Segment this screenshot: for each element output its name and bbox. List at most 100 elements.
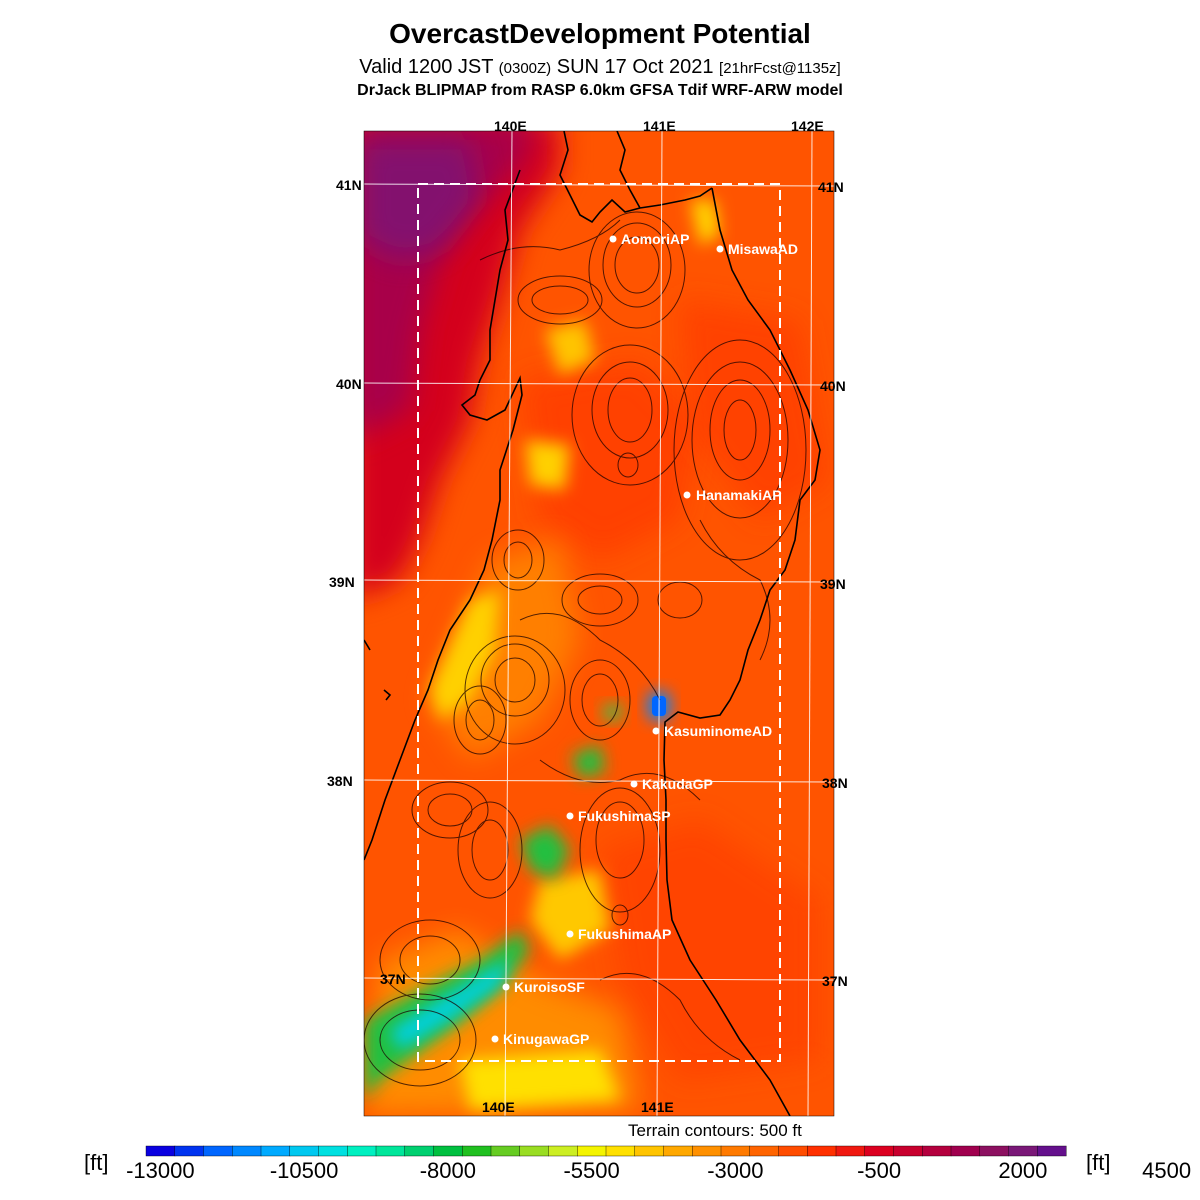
yellow-patch-akita: [525, 440, 570, 490]
lat-label-right-38: 38N: [822, 775, 848, 791]
colorbar-swatch: [893, 1145, 923, 1157]
colorbar-tick-label: -5500: [563, 1158, 620, 1183]
model-description: DrJack BLIPMAP from RASP 6.0km GFSA Tdif…: [357, 82, 843, 99]
place-label-fukushima-sp: FukushimaSP: [578, 808, 671, 824]
lon-label-bottom-140: 140E: [482, 1099, 515, 1115]
colorbar-swatch: [318, 1145, 348, 1157]
sea-field-purple: [364, 140, 480, 260]
land-dark-orange-2: [680, 300, 830, 520]
place-label-misawa: MisawaAD: [728, 241, 798, 257]
colorbar-swatch: [548, 1145, 578, 1157]
colorbar-swatch: [864, 1145, 894, 1157]
colorbar-swatch: [347, 1145, 377, 1157]
colorbar-swatch: [289, 1145, 319, 1157]
colorbar-swatch: [577, 1145, 607, 1157]
place-label-kinugawa: KinugawaGP: [503, 1031, 589, 1047]
lat-label-left-41: 41N: [336, 177, 362, 193]
green-blob-small: [603, 704, 622, 720]
land-dark-orange-3: [600, 820, 820, 1080]
coastline: [364, 131, 821, 1116]
place-label-aomori: AomoriAP: [621, 231, 689, 247]
valid-date: SUN 17 Oct 2021: [556, 56, 714, 78]
colorbar-tick-label: -10500: [269, 1158, 339, 1183]
marker-kinugawa[interactable]: [491, 1035, 499, 1043]
colorbar-swatch: [433, 1145, 463, 1157]
colorbar-tick-label: -3000: [707, 1158, 764, 1183]
lat-label-right-39: 39N: [820, 576, 846, 592]
colorbar-tick-label: 4500: [1142, 1158, 1192, 1183]
colorbar-swatch: [232, 1145, 262, 1157]
map-field: [364, 131, 834, 1116]
colorbar-swatch: [720, 1145, 751, 1157]
place-label-fukushima-ap: FukushimaAP: [578, 926, 671, 942]
colorbar-swatch: [519, 1145, 549, 1157]
colorbar-swatch: [404, 1145, 434, 1157]
green-blob-zao: [572, 745, 605, 778]
yellow-patch-kinugawa: [460, 1050, 620, 1110]
forecast-info: [21hrFcst@1135z]: [719, 60, 841, 77]
station-markers: [491, 235, 724, 1043]
colorbar-swatch: [692, 1145, 722, 1157]
colorbar-swatch: [950, 1145, 981, 1157]
place-label-kakuda: KakudaGP: [642, 776, 713, 792]
marker-fukushima-ap[interactable]: [566, 930, 574, 938]
place-label-kuroiso: KuroisoSF: [514, 979, 585, 995]
marker-misawa[interactable]: [716, 245, 724, 253]
colorbar-swatch: [835, 1145, 866, 1157]
colorbar-tick-label: -8000: [419, 1158, 477, 1183]
colorbar-unit-left: [ft]: [84, 1150, 109, 1175]
colorbar-swatch: [260, 1145, 291, 1157]
colorbar-swatch: [778, 1145, 808, 1157]
colorbar-swatch: [979, 1145, 1009, 1157]
lon-label-top-141: 141E: [643, 118, 676, 134]
map-frame: [363, 130, 835, 1117]
green-blob-fukushima: [520, 825, 570, 880]
lat-label-right-41: 41N: [818, 179, 844, 195]
marker-kuroiso[interactable]: [502, 983, 510, 991]
colorbar-swatch: [462, 1145, 492, 1157]
lat-label-right-37: 37N: [822, 973, 848, 989]
colorbar-swatch: [605, 1145, 636, 1157]
colorbar: [145, 1145, 1067, 1157]
terrain-contours: [364, 211, 807, 1087]
place-label-hanamaki: HanamakiAP: [696, 487, 782, 503]
lon-label-bottom-141: 141E: [641, 1099, 674, 1115]
colorbar-swatch: [663, 1145, 693, 1157]
yellow-patch-north: [545, 320, 595, 375]
valid-time: Valid 1200 JST (0300Z) SUN 17 Oct 2021 […: [0, 56, 1200, 79]
land-light-orange: [430, 540, 580, 760]
colorbar-swatch: [634, 1145, 664, 1157]
cyan-band-southwest: [390, 960, 510, 1050]
colorbar-swatch: [922, 1145, 952, 1157]
valid-prefix: Valid 1200 JST: [359, 56, 494, 78]
colorbar-tick-label: -13000: [126, 1158, 195, 1183]
chart-title: OvercastDevelopment Potential: [389, 18, 811, 49]
yellow-patch-aomori: [690, 200, 720, 245]
marker-hanamaki[interactable]: [683, 491, 691, 499]
colorbar-swatch: [749, 1145, 779, 1157]
marker-fukushima-sp[interactable]: [566, 812, 574, 820]
inner-domain-box: [417, 183, 781, 1062]
marker-kasuminome[interactable]: [652, 727, 660, 735]
marker-aomori[interactable]: [609, 235, 617, 243]
lon-label-top-140: 140E: [494, 118, 527, 134]
colorbar-swatch: [807, 1145, 837, 1157]
colorbar-swatch: [375, 1145, 406, 1157]
colorbar-tick-label: 2000: [998, 1158, 1048, 1183]
lat-label-left-39: 39N: [329, 574, 355, 590]
colorbar-swatch: [1008, 1145, 1038, 1157]
colorbar-swatch: [490, 1145, 521, 1157]
lon-label-top-142: 142E: [791, 118, 824, 134]
colorbar-tick-label: -500: [857, 1158, 902, 1183]
terrain-note: Terrain contours: 500 ft: [628, 1121, 802, 1140]
lat-label-left-37: 37N: [380, 971, 406, 987]
marker-kakuda[interactable]: [630, 780, 638, 788]
lat-label-left-40: 40N: [336, 376, 362, 392]
lat-label-right-40: 40N: [820, 378, 846, 394]
lat-label-left-38: 38N: [327, 773, 353, 789]
colorbar-unit-right: [ft]: [1086, 1150, 1111, 1175]
valid-zulu: (0300Z): [498, 60, 552, 77]
coast-yellow-strip: [430, 590, 500, 720]
colorbar-swatch: [145, 1145, 176, 1157]
